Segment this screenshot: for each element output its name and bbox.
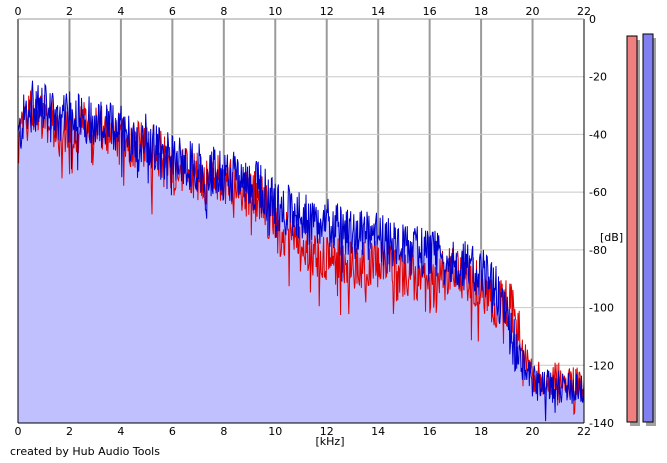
y-tick-label: -40 <box>589 128 607 141</box>
x-tick-label-bottom: 18 <box>474 425 488 438</box>
x-tick-label-top: 18 <box>474 5 488 18</box>
x-tick-labels-top: 0 2 4 6 8 10 12 14 16 18 20 22 <box>15 5 592 18</box>
x-tick-label-top: 0 <box>15 5 22 18</box>
right-channel-meter <box>642 33 654 423</box>
x-tick-label-top: 8 <box>220 5 227 18</box>
y-tick-label: -60 <box>589 186 607 199</box>
y-tick-label: -80 <box>589 244 607 257</box>
y-tick-label: -120 <box>589 359 614 372</box>
y-tick-label: -140 <box>589 417 614 430</box>
x-tick-label-top: 2 <box>66 5 73 18</box>
x-tick-label-top: 4 <box>117 5 124 18</box>
x-tick-label-bottom: 14 <box>371 425 385 438</box>
x-axis-label: [kHz] <box>316 435 345 448</box>
x-tick-label-bottom: 16 <box>423 425 437 438</box>
x-tick-label-top: 6 <box>169 5 176 18</box>
x-tick-label-bottom: 8 <box>220 425 227 438</box>
x-tick-label-top: 20 <box>526 5 540 18</box>
x-tick-label-bottom: 20 <box>526 425 540 438</box>
x-tick-label-bottom: 4 <box>117 425 124 438</box>
x-tick-label-top: 10 <box>268 5 282 18</box>
x-tick-label-bottom: 10 <box>268 425 282 438</box>
y-tick-label: 0 <box>589 13 596 26</box>
chart-series <box>17 80 585 423</box>
x-tick-label-top: 22 <box>577 5 591 18</box>
y-tick-labels: 0 -20 -40 -60 -80 -100 -120 -140 <box>589 13 614 430</box>
x-tick-label-bottom: 6 <box>169 425 176 438</box>
x-tick-labels-bottom: 0 2 4 6 8 10 12 14 16 18 20 22 <box>15 425 592 438</box>
y-axis-label: [dB] <box>600 231 623 244</box>
series-line-blue <box>17 80 585 422</box>
x-tick-label-bottom: 12 <box>320 425 334 438</box>
y-tick-label: -100 <box>589 302 614 315</box>
x-tick-label-bottom: 0 <box>15 425 22 438</box>
y-tick-label: -20 <box>589 71 607 84</box>
left-channel-meter <box>626 35 638 423</box>
x-tick-label-top: 16 <box>423 5 437 18</box>
level-meters <box>626 33 656 426</box>
x-tick-label-bottom: 2 <box>66 425 73 438</box>
x-tick-label-top: 14 <box>371 5 385 18</box>
credit-text: created by Hub Audio Tools <box>10 445 160 458</box>
x-tick-label-bottom: 22 <box>577 425 591 438</box>
x-tick-label-top: 12 <box>320 5 334 18</box>
